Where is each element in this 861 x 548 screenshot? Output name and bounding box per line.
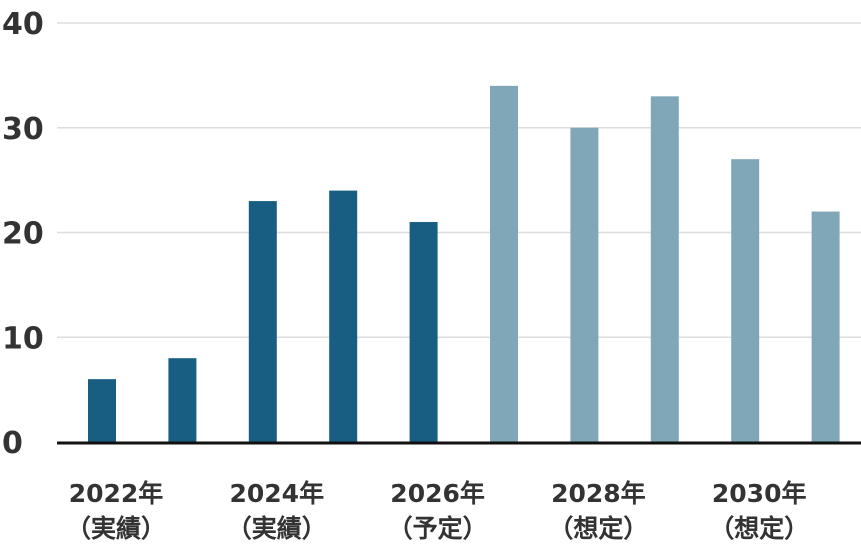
y-tick-label: 30 [2,112,44,147]
bars [88,85,840,443]
x-axis-tick-labels: 2022年 （実績） 2024年 （実績） 2026年 （予定） 2028年 （想定） 2030… [66,479,809,543]
x-tick-label-year: 2028年 [551,479,646,508]
x-tick-label-year: 2024年 [230,479,325,508]
y-tick-label: 0 [2,426,23,461]
bar [248,201,277,442]
x-tick-label-status: （想定） [548,514,648,543]
y-axis-tick-labels: 0 10 20 30 40 [2,7,44,461]
bar [731,159,760,443]
bar [650,96,679,442]
y-tick-label: 20 [2,217,44,252]
bar [409,222,438,442]
x-tick-label-status: （実績） [227,514,327,543]
bar [811,211,840,442]
x-tick-label-year: 2030年 [712,479,807,508]
y-tick-label: 40 [2,7,44,42]
bar [168,358,197,442]
x-tick-label-year: 2022年 [69,479,164,508]
x-tick-label-year: 2026年 [390,479,485,508]
x-tick-label-status: （想定） [709,514,809,543]
bar [570,127,599,442]
gridlines [57,22,861,338]
y-tick-label: 10 [2,321,44,356]
bar [88,379,116,442]
x-tick-label-status: （予定） [388,514,488,543]
bar [490,85,518,442]
x-tick-label-status: （実績） [66,514,166,543]
bar [329,190,358,442]
